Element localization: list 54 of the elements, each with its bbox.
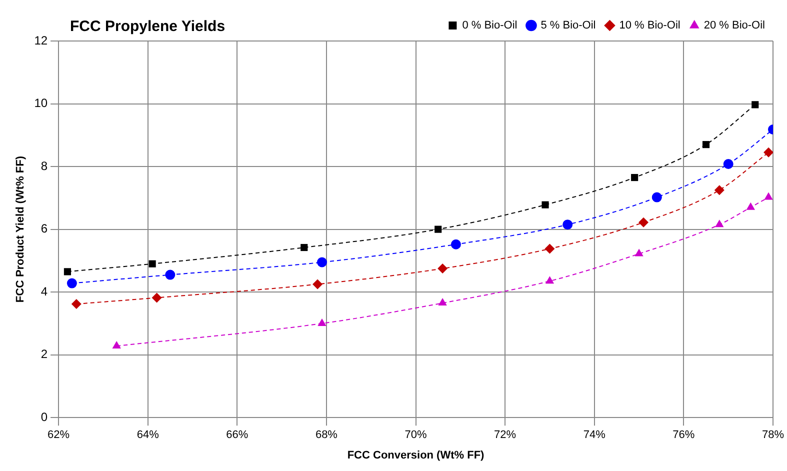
x-tick-label: 66% bbox=[226, 429, 248, 442]
y-tick-label: 6 bbox=[40, 222, 48, 236]
x-tick-label: 78% bbox=[762, 429, 784, 442]
point bbox=[638, 217, 648, 228]
point bbox=[545, 276, 554, 284]
x-tick-label: 72% bbox=[494, 429, 516, 442]
point bbox=[317, 257, 327, 268]
x-tick-label: 70% bbox=[404, 429, 427, 442]
point bbox=[112, 341, 121, 349]
point bbox=[450, 239, 461, 250]
point bbox=[634, 248, 644, 256]
legend-label: 10 % Bio-Oil bbox=[619, 20, 680, 32]
point bbox=[715, 220, 724, 228]
y-tick-label: 10 bbox=[34, 96, 48, 110]
point bbox=[631, 174, 638, 182]
x-tick-label: 74% bbox=[583, 429, 606, 442]
point bbox=[434, 226, 442, 233]
point bbox=[752, 101, 759, 108]
y-tick-label: 8 bbox=[40, 158, 48, 173]
point bbox=[723, 159, 734, 170]
point bbox=[312, 279, 323, 290]
point bbox=[764, 147, 773, 158]
point bbox=[652, 192, 662, 202]
x-tick-label: 64% bbox=[136, 429, 160, 442]
point bbox=[148, 260, 156, 268]
point bbox=[318, 318, 326, 326]
legend-label: 0 % Bio-Oil bbox=[462, 20, 518, 32]
point bbox=[438, 264, 448, 274]
point bbox=[544, 244, 555, 254]
point bbox=[714, 185, 724, 196]
x-tick-label: 68% bbox=[315, 429, 338, 442]
y-tick-label: 4 bbox=[40, 284, 48, 298]
point bbox=[702, 141, 710, 148]
point bbox=[562, 220, 573, 230]
point bbox=[66, 278, 77, 288]
point bbox=[764, 192, 773, 200]
legend-label: 20 % Bio-Oil bbox=[704, 20, 766, 32]
legend-label: 5 % Bio-Oil bbox=[540, 20, 596, 32]
point bbox=[300, 244, 308, 252]
point bbox=[71, 298, 82, 309]
y-tick-label: 12 bbox=[34, 33, 48, 48]
x-axis-title: FCC Conversion (Wt% FF) bbox=[347, 449, 485, 462]
point bbox=[165, 270, 176, 280]
y-axis-title: FCC Product Yield (Wt% FF) bbox=[14, 156, 27, 303]
x-tick-label: 76% bbox=[672, 429, 695, 442]
point bbox=[152, 292, 162, 303]
point bbox=[64, 268, 72, 276]
chart-title: FCC Propylene Yields bbox=[70, 18, 226, 35]
y-tick-label: 2 bbox=[40, 347, 48, 362]
point bbox=[746, 202, 755, 210]
point bbox=[438, 298, 447, 306]
y-tick-label: 0 bbox=[40, 410, 48, 424]
x-tick-label: 62% bbox=[48, 429, 70, 442]
point bbox=[542, 201, 549, 208]
